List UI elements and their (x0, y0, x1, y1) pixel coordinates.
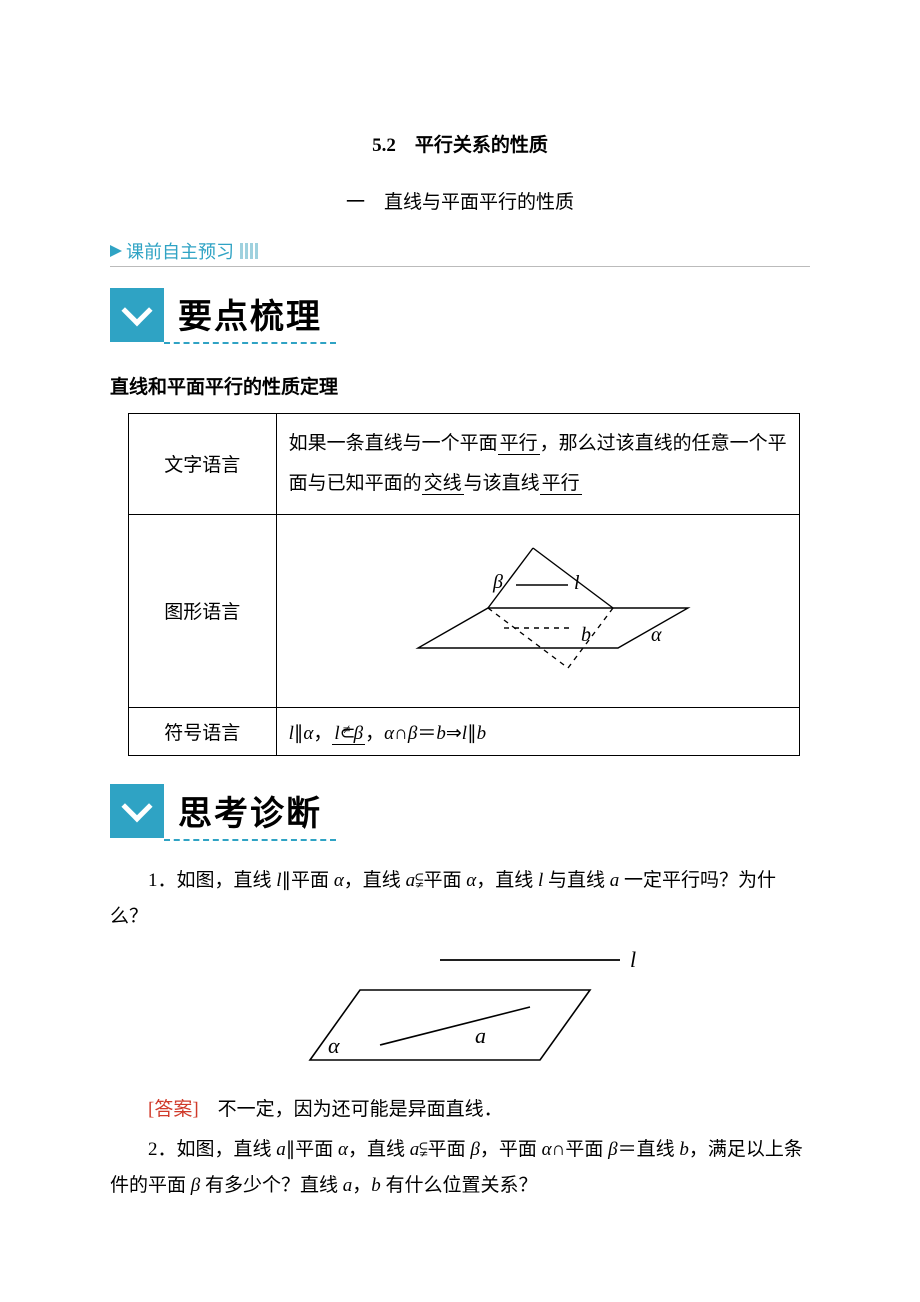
answer-text: 不一定，因为还可能是异面直线． (199, 1099, 503, 1120)
answer-label: [答案] (148, 1099, 199, 1120)
chevron-down-icon (110, 288, 164, 342)
table-row: 图形语言 l β b α (129, 514, 800, 707)
page-title: 5.2 平行关系的性质 (110, 130, 810, 157)
heading-think: 思考诊断 (110, 782, 336, 841)
svg-text:α: α (328, 1033, 340, 1058)
svg-text:l: l (574, 572, 580, 594)
underline-text: 平行 (540, 473, 582, 495)
heading-keypoints-label: 要点梳理 (164, 285, 336, 344)
svg-text:β: β (492, 571, 503, 593)
plane-line-diagram: l β b α (358, 533, 718, 683)
answer-1: [答案] 不一定，因为还可能是异面直线． (110, 1092, 810, 1128)
svg-text:l: l (630, 947, 636, 972)
cell-diagram: l β b α (276, 514, 799, 707)
banner-text: 课前自主预习 (126, 238, 234, 264)
diagram-2: l a α (110, 945, 810, 1080)
banner-bars-icon (240, 243, 258, 259)
section-heading: 直线和平面平行的性质定理 (110, 372, 810, 399)
theorem-table: 文字语言 如果一条直线与一个平面平行，那么过该直线的任意一个平面与已知平面的交线… (128, 413, 800, 756)
subsetneq-icon (340, 722, 354, 745)
page: 5.2 平行关系的性质 一 直线与平面平行的性质 课前自主预习 要点梳理 直线和… (0, 0, 920, 1248)
text: 如果一条直线与一个平面 (289, 433, 498, 454)
cell-symbol: l∥α，lβ，α∩β＝b⇒l∥b (276, 707, 799, 755)
svg-text:a: a (475, 1023, 486, 1048)
plane-line-diagram-2: l a α (270, 945, 650, 1075)
page-subtitle: 一 直线与平面平行的性质 (110, 187, 810, 214)
table-row: 符号语言 l∥α，lβ，α∩β＝b⇒l∥b (129, 707, 800, 755)
banner-arrow-icon (110, 245, 122, 257)
text: 与该直线 (464, 473, 540, 494)
underline-text: 交线 (422, 473, 464, 495)
cell-label: 文字语言 (129, 414, 277, 515)
cell-content: 如果一条直线与一个平面平行，那么过该直线的任意一个平面与已知平面的交线与该直线平… (276, 414, 799, 515)
cell-label: 符号语言 (129, 707, 277, 755)
heading-think-label: 思考诊断 (164, 782, 336, 841)
underline-text: 平行 (498, 433, 540, 455)
svg-text:α: α (651, 624, 662, 646)
svg-text:b: b (581, 624, 591, 646)
table-row: 文字语言 如果一条直线与一个平面平行，那么过该直线的任意一个平面与已知平面的交线… (129, 414, 800, 515)
question-1: 1．如图，直线 l∥平面 α，直线 a⫋平面 α，直线 l 与直线 a 一定平行… (110, 863, 810, 935)
chevron-down-icon (110, 784, 164, 838)
cell-label: 图形语言 (129, 514, 277, 707)
heading-keypoints: 要点梳理 (110, 285, 336, 344)
question-2: 2．如图，直线 a∥平面 α，直线 a⫋平面 β，平面 α∩平面 β＝直线 b，… (110, 1132, 810, 1204)
banner: 课前自主预习 (110, 238, 810, 267)
